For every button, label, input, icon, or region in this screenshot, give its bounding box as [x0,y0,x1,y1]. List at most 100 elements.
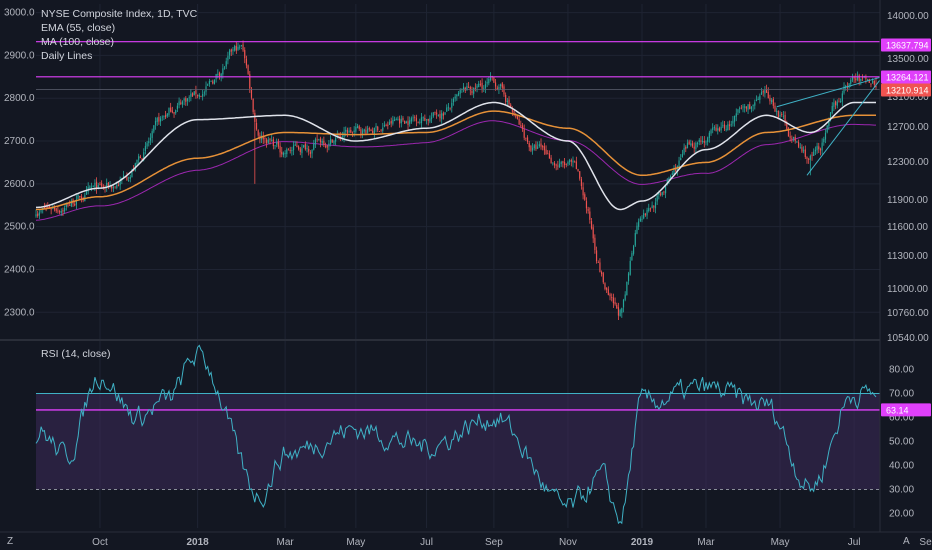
time-axis-tick[interactable]: May [771,537,790,548]
time-axis-tick[interactable]: Jul [848,537,861,548]
candle-body [85,190,88,195]
candle-body [563,162,566,165]
candle-body [64,208,66,212]
time-axis-tick[interactable]: Oct [92,537,108,548]
candle-body [703,140,705,143]
time-axis-tick[interactable]: Nov [559,537,577,548]
candle-body [749,104,751,109]
chart-title-legend: NYSE Composite Index, 1D, TVC [41,8,198,20]
time-axis-tick[interactable]: Mar [277,537,295,548]
candle-body [159,118,162,122]
candle-body [784,114,786,122]
candle-body [489,75,492,80]
time-axis-tick[interactable]: 2018 [186,537,209,548]
candle-body [178,101,180,106]
candle-body [479,83,481,85]
candle-body [319,138,322,143]
candle-body [661,192,663,196]
candle-body [538,144,540,147]
candle-body [180,102,182,104]
daily-lines-group[interactable] [36,41,880,91]
candle-body [69,204,71,206]
candle-body [136,159,138,165]
candle-body [570,160,572,162]
candle-body [333,140,335,144]
candle-body [523,129,525,138]
candle-body [750,107,753,109]
candle-body [501,83,503,88]
right-axis-tick: 13100.00 [887,92,929,103]
trend-line-lower[interactable] [806,74,885,176]
time-axis-tick[interactable]: Sep [919,537,932,548]
candle-body [383,124,386,127]
candle-body [335,138,337,142]
candle-body [728,124,731,127]
candle-body [444,112,446,115]
trend-line-upper[interactable] [776,76,883,108]
candle-body [107,182,109,187]
candle-body [814,149,816,152]
ema-legend[interactable]: EMA (55, close) [41,22,115,34]
candle-body [234,45,236,51]
time-axis-tick[interactable]: 2019 [631,537,654,548]
price-tag-last: 13210.914 [886,86,929,96]
candle-body [311,149,313,154]
candle-body [752,105,754,107]
candle-body [840,100,842,103]
candlesticks[interactable] [35,40,877,321]
candle-body [533,145,535,149]
daily-lines-legend[interactable]: Daily Lines [41,50,92,62]
right-axis-tick: 11900.00 [887,195,928,206]
ma-legend[interactable]: MA (100, close) [41,36,114,48]
candle-body [139,156,141,159]
time-axis-tick[interactable]: Jul [420,537,433,548]
time-axis-tick[interactable]: Sep [485,537,503,548]
timezone-icon[interactable]: Z [7,536,13,547]
candle-body [774,105,776,112]
candle-body [446,107,448,112]
candle-body [846,86,848,88]
trend-lines-group[interactable] [776,74,885,176]
time-axis-tick[interactable]: Mar [697,537,715,548]
candle-body [356,126,359,128]
candle-body [708,132,710,138]
candle-body [92,185,94,187]
candle-body [782,115,785,117]
candle-body [520,125,522,127]
candle-body [131,170,133,178]
candle-body [432,112,434,117]
candle-body [316,139,318,141]
candle-body [309,152,311,154]
candle-body [850,80,852,84]
right-axis-tick: 13500.00 [887,54,929,65]
candle-body [705,141,707,143]
candle-body [70,200,72,207]
candle-body [456,94,458,97]
candle-body [127,180,130,181]
candle-body [649,208,652,210]
time-axis-tick[interactable]: May [346,537,365,548]
candle-body [550,157,552,163]
candle-body [434,112,436,114]
candle-body [188,97,190,99]
candle-body [599,262,601,272]
candle-body [250,88,253,98]
candle-body [284,153,286,154]
rsi-legend[interactable]: RSI (14, close) [41,348,110,360]
candle-body [717,128,719,131]
candle-body [37,213,39,217]
candle-body [506,100,508,103]
right-axis-tick: 11600.00 [887,222,928,233]
candle-body [873,80,875,85]
candle-body [580,179,583,187]
candle-body [390,121,392,124]
candle-body [622,299,625,308]
right-axis-tick: 10540.00 [887,333,929,344]
auto-scale-button[interactable]: A [903,536,910,547]
candle-body [419,121,421,123]
candle-body [755,99,758,102]
candle-body [385,124,387,126]
candle-body [735,113,737,117]
candle-body [855,78,857,81]
